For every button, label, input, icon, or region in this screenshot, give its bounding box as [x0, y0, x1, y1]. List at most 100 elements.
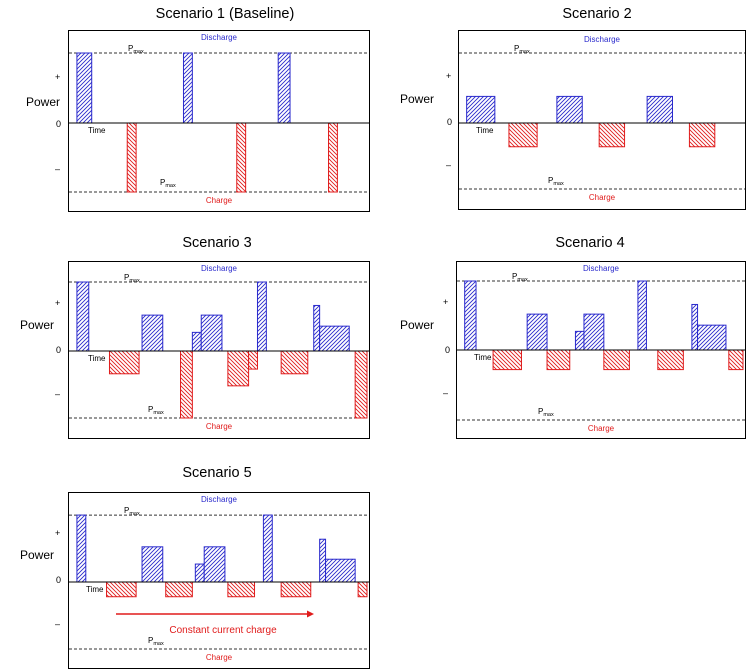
pmax-top-label: Pmax — [512, 272, 528, 283]
discharge-pulse — [194, 563, 205, 583]
pmax-bottom-label: Pmax — [548, 176, 564, 187]
plus-sign: + — [55, 72, 61, 82]
charge-pulse — [227, 350, 250, 387]
zero-label: 0 — [56, 345, 62, 355]
discharge-pulse — [256, 281, 267, 352]
charge-label: Charge — [206, 196, 233, 205]
discharge-pulse — [262, 514, 273, 583]
time-label: Time — [474, 353, 492, 362]
charge-pulse — [546, 349, 571, 371]
charge-pulse — [126, 122, 137, 193]
charge-pulse — [598, 122, 626, 148]
minus-sign: – — [446, 160, 452, 170]
pmax-top-label: Pmax — [124, 506, 140, 517]
zero-label: 0 — [445, 345, 451, 355]
plot-frame — [68, 261, 370, 439]
discharge-pulse — [76, 514, 87, 583]
discharge-label: Discharge — [583, 264, 620, 273]
panel-title: Scenario 3 — [182, 235, 252, 251]
discharge-pulse — [76, 52, 93, 124]
panel-title: Scenario 5 — [182, 465, 252, 481]
power-axis-label: Power — [400, 92, 435, 106]
charge-pulse — [354, 350, 368, 419]
charge-pulse — [688, 122, 716, 148]
discharge-pulse — [637, 280, 647, 351]
discharge-label: Discharge — [201, 495, 238, 504]
scenario-2-plot: Discharge Charge Time Pmax Pmax — [458, 30, 746, 210]
discharge-pulse — [697, 324, 727, 351]
charge-label: Charge — [206, 422, 233, 431]
power-axis-label: Power — [400, 318, 435, 332]
discharge-pulse — [556, 95, 583, 124]
discharge-pulse — [325, 558, 356, 583]
charge-pulse — [227, 581, 256, 598]
discharge-pulse — [313, 304, 321, 352]
discharge-pulse — [203, 546, 226, 583]
zero-label: 0 — [56, 119, 62, 129]
charge-pulse — [728, 349, 744, 371]
time-label: Time — [86, 585, 104, 594]
minus-sign: – — [55, 164, 61, 174]
charge-pulse — [603, 349, 630, 371]
discharge-pulse — [464, 280, 477, 351]
plus-sign: + — [443, 297, 449, 307]
charge-pulse — [492, 349, 522, 371]
charge-label: Charge — [589, 193, 616, 202]
scenario-5-plot: Discharge Charge Time Pmax Pmax Constant curr… — [68, 492, 370, 669]
discharge-pulse — [583, 313, 605, 351]
plus-sign: + — [55, 528, 61, 538]
pmax-bottom-label: Pmax — [538, 407, 554, 418]
charge-pulse — [508, 122, 538, 148]
discharge-pulse — [319, 538, 327, 583]
plot-frame — [458, 30, 746, 210]
plot-frame — [68, 492, 370, 669]
pmax-top-label: Pmax — [124, 273, 140, 284]
panel-title: Scenario 2 — [562, 6, 632, 22]
discharge-pulse — [141, 546, 164, 583]
panel-title: Scenario 1 (Baseline) — [155, 6, 295, 22]
pmax-bottom-label: Pmax — [160, 178, 176, 189]
scenario-3-plot: Discharge Charge Time Pmax Pmax — [68, 261, 370, 439]
minus-sign: – — [55, 389, 61, 399]
power-axis-label: Power — [20, 318, 55, 332]
scenario-4-plot: Discharge Charge Time Pmax Pmax — [456, 261, 746, 439]
arrow-head — [307, 610, 314, 618]
discharge-pulse — [191, 331, 202, 352]
plot-frame — [68, 30, 370, 212]
discharge-pulse — [574, 330, 585, 351]
charge-pulse — [106, 581, 137, 598]
power-axis-label: Power — [26, 95, 61, 109]
discharge-pulse — [466, 95, 496, 124]
scenario-1-plot: Discharge Charge Time Pmax Pmax — [68, 30, 370, 212]
discharge-pulse — [319, 325, 350, 352]
discharge-pulse — [526, 313, 548, 351]
discharge-pulse — [141, 314, 164, 352]
zero-label: 0 — [56, 575, 62, 585]
zero-label: 0 — [447, 117, 453, 127]
time-label: Time — [88, 354, 106, 363]
plus-sign: + — [446, 71, 452, 81]
time-label: Time — [88, 126, 106, 135]
power-axis-label: Power — [20, 548, 55, 562]
discharge-label: Discharge — [201, 33, 238, 42]
discharge-pulse — [76, 281, 90, 352]
pmax-bottom-label: Pmax — [148, 636, 164, 647]
charge-label: Charge — [588, 424, 615, 433]
charge-pulse — [165, 581, 193, 598]
plus-sign: + — [55, 298, 61, 308]
charge-pulse — [280, 581, 312, 598]
discharge-pulse — [182, 52, 193, 124]
pmax-bottom-label: Pmax — [148, 405, 164, 416]
charge-pulse — [657, 349, 684, 371]
panel-title: Scenario 4 — [555, 235, 625, 251]
discharge-pulse — [200, 314, 223, 352]
charge-pulse — [280, 350, 309, 375]
minus-sign: – — [55, 619, 61, 629]
charge-pulse — [248, 350, 258, 370]
charge-pulse — [328, 122, 338, 193]
discharge-label: Discharge — [584, 35, 621, 44]
charge-label: Charge — [206, 653, 233, 662]
discharge-pulse — [691, 303, 699, 351]
pmax-top-label: Pmax — [514, 44, 530, 55]
charge-pulse — [357, 581, 368, 598]
